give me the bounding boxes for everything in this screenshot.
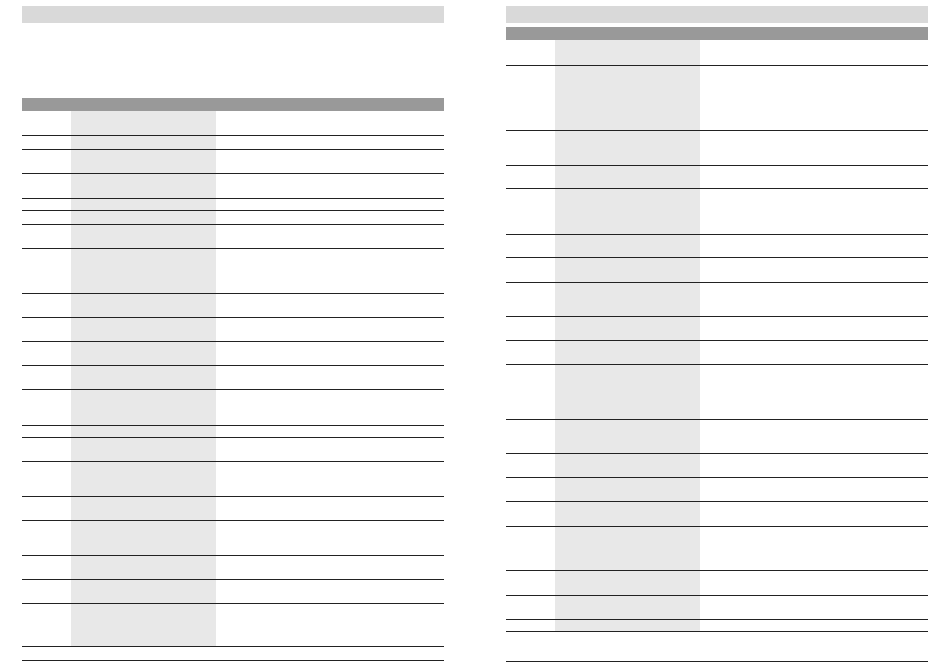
shaded-column [71,111,216,646]
row-rules [22,135,444,661]
left-page [22,6,444,661]
title-bar [506,6,928,23]
table-header [22,98,444,111]
table-header [506,27,928,40]
shaded-column [555,40,700,631]
title-bar [22,6,444,23]
right-page [506,6,928,662]
row-rules [506,65,928,662]
